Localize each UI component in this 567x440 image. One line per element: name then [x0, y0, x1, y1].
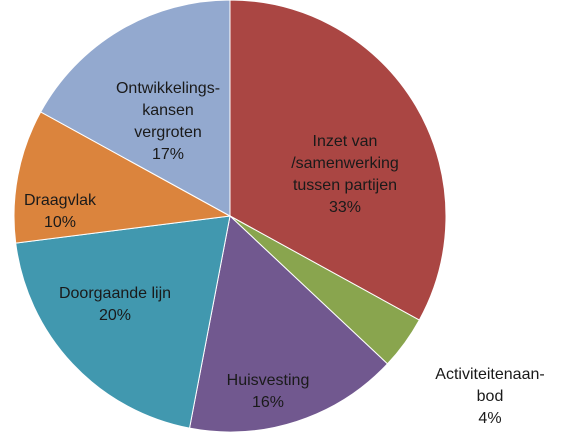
category-label: Ontwikkelings- kansen vergroten — [115, 80, 221, 141]
pie-slice — [229, 0, 447, 321]
value-label: 16% — [251, 394, 285, 411]
slice-label: Activiteitenaan- bod 4% — [435, 364, 544, 430]
value-label: 20% — [98, 307, 132, 324]
value-label: 33% — [328, 199, 362, 216]
pie-slice — [13, 111, 232, 244]
slice-label: Inzet van /samenwerking tussen partijen 3… — [291, 131, 399, 219]
category-label: Doorgaande lijn — [58, 285, 172, 302]
value-label: 10% — [43, 214, 77, 231]
pie-slice — [188, 215, 389, 433]
category-label: Inzet van /samenwerking tussen partijen — [291, 133, 399, 194]
value-label: 17% — [151, 146, 185, 163]
category-label: Huisvesting — [226, 372, 310, 389]
slice-label: Draagvlak 10% — [24, 190, 96, 234]
category-label: Activiteitenaan- bod — [435, 366, 545, 405]
category-label: Draagvlak — [23, 192, 97, 209]
slice-label: Huisvesting 16% — [227, 370, 310, 414]
pie-slice — [15, 215, 231, 429]
slice-label: Ontwikkelings- kansen vergroten 17% — [116, 78, 220, 166]
pie-slice — [40, 0, 231, 217]
slice-label: Doorgaande lijn 20% — [59, 283, 171, 327]
value-label: 4% — [478, 410, 502, 427]
